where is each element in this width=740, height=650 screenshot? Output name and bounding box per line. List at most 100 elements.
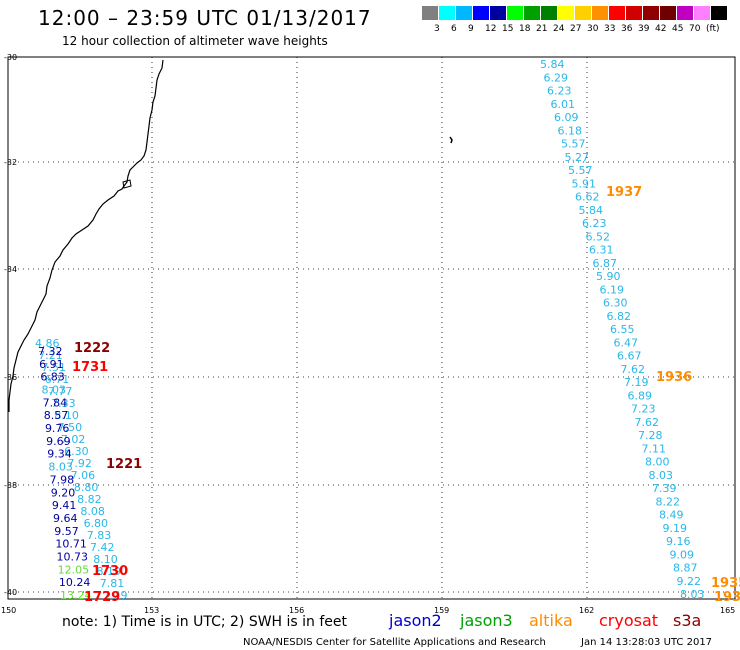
swh-value: 9.16 [666,535,691,548]
scale-swatch [456,6,472,20]
swh-value: 7.42 [90,541,115,554]
swh-value: 9.09 [670,548,695,561]
legend-s3a: s3a [673,611,701,630]
lon-tick-label: 159 [434,606,449,615]
scale-swatch [439,6,455,20]
swh-value: 10.24 [59,576,90,589]
swh-value: 6.09 [554,111,579,124]
page-subtitle: 12 hour collection of altimeter wave hei… [62,34,328,48]
swh-value: 7.33 [51,397,76,410]
track-east: 5.846.296.236.016.096.185.575.275.575.91… [540,58,705,601]
track-west-dark: 7.326.916.838.037.848.579.769.699.348.03… [38,345,92,602]
time-label: 1730 [92,564,128,579]
swh-value: 6.30 [64,445,89,458]
lon-tick-label: 162 [579,606,594,615]
lon-tick-label: 156 [289,606,304,615]
scale-swatch [660,6,676,20]
swh-value: 6.52 [586,230,611,243]
swh-value: 8.80 [74,481,99,494]
swh-value: 6.82 [607,310,632,323]
swh-value: 7.98 [50,473,75,486]
scale-swatch [694,6,710,20]
scale-label: 27 [570,24,582,34]
swh-value: 5.91 [572,177,597,190]
swh-value: 6.62 [575,191,600,204]
scale-label: 15 [502,24,514,34]
swh-value: 5.84 [579,204,604,217]
scale-label: 42 [655,24,667,34]
page-title: 12:00 – 23:59 UTC 01/13/2017 [38,6,372,30]
swh-value: 8.08 [80,505,105,518]
swh-value: 9.64 [53,512,77,525]
swh-value: 6.01 [551,98,576,111]
footer-credit: NOAA/NESDIS Center for Satellite Applica… [243,637,546,648]
scale-swatch [507,6,523,20]
swh-value: 7.32 [38,345,63,358]
swh-value: 5.57 [561,138,586,151]
swh-value: 8.00 [645,456,670,469]
swh-value: 6.55 [610,323,635,336]
time-label: 1221 [106,457,142,472]
scale-label: (ft) [706,24,720,34]
time-label: 1731 [72,360,108,375]
legend-jason3: jason3 [459,611,513,630]
scale-label: 18 [519,24,531,34]
scale-swatch [677,6,693,20]
scale-label: 70 [689,24,701,34]
footer-note: note: 1) Time is in UTC; 2) SWH is in fe… [62,614,348,630]
coastline-bay [122,179,132,189]
scale-swatch [626,6,642,20]
swh-value: 10.71 [55,538,87,551]
scale-swatch [609,6,625,20]
lon-tick-label: 153 [144,606,159,615]
scale-label: 36 [621,24,633,34]
swh-value: 6.18 [558,124,583,137]
time-label: 193 [714,590,740,605]
swh-value: 8.03 [649,469,674,482]
swh-value: 7.84 [43,396,67,409]
scale-swatch [473,6,489,20]
swh-value: 9.69 [46,435,71,448]
swh-value: 7.92 [67,457,92,470]
lat-tick-label: -30 [4,53,17,62]
swh-value: 8.82 [77,493,102,506]
lat-tick-label: -40 [4,588,17,597]
swh-value: 7.19 [624,376,649,389]
scale-label: 21 [536,24,548,34]
swh-value: 8.10 [54,409,79,422]
map-frame [7,56,736,600]
swh-value: 7.11 [642,442,667,455]
time-label: 1935 [711,576,740,591]
swh-value: 9.34 [47,448,71,461]
scale-swatch [592,6,608,20]
swh-value: 6.29 [544,71,569,84]
scale-swatch [541,6,557,20]
swh-value: 7.23 [631,403,656,416]
swh-value: 5.57 [568,164,593,177]
swh-value: 8.87 [673,562,698,575]
time-label: 1937 [606,185,642,200]
swh-value: 6.30 [603,297,628,310]
time-label: 1222 [74,341,110,356]
lat-tick-label: -36 [4,373,17,382]
axis-labels: 150 153 156 159 162 165 -30 -32 -34 -36 -38 -40 [1,53,735,615]
scale-label: 24 [553,24,565,34]
lat-tick-label: -38 [4,481,17,490]
scale-swatch [711,6,727,20]
scale-swatch [490,6,506,20]
legend-altika: altika [529,611,573,630]
swh-value: 8.03 [680,588,705,601]
swh-value: 7.06 [71,469,96,482]
scale-label: 33 [604,24,616,34]
satellite-legend: jason2 jason3 altika cryosat s3a [388,611,701,630]
time-label: 1936 [656,370,692,385]
scale-label: 6 [451,24,457,34]
scale-swatch [643,6,659,20]
swh-value: 7.28 [638,429,663,442]
legend-jason2: jason2 [388,611,442,630]
legend-cryosat: cryosat [599,611,658,630]
swh-value: 8.03 [41,384,65,397]
swh-value: 7.51 [41,361,66,374]
swh-value: 6.31 [589,244,614,257]
scale-swatch [558,6,574,20]
